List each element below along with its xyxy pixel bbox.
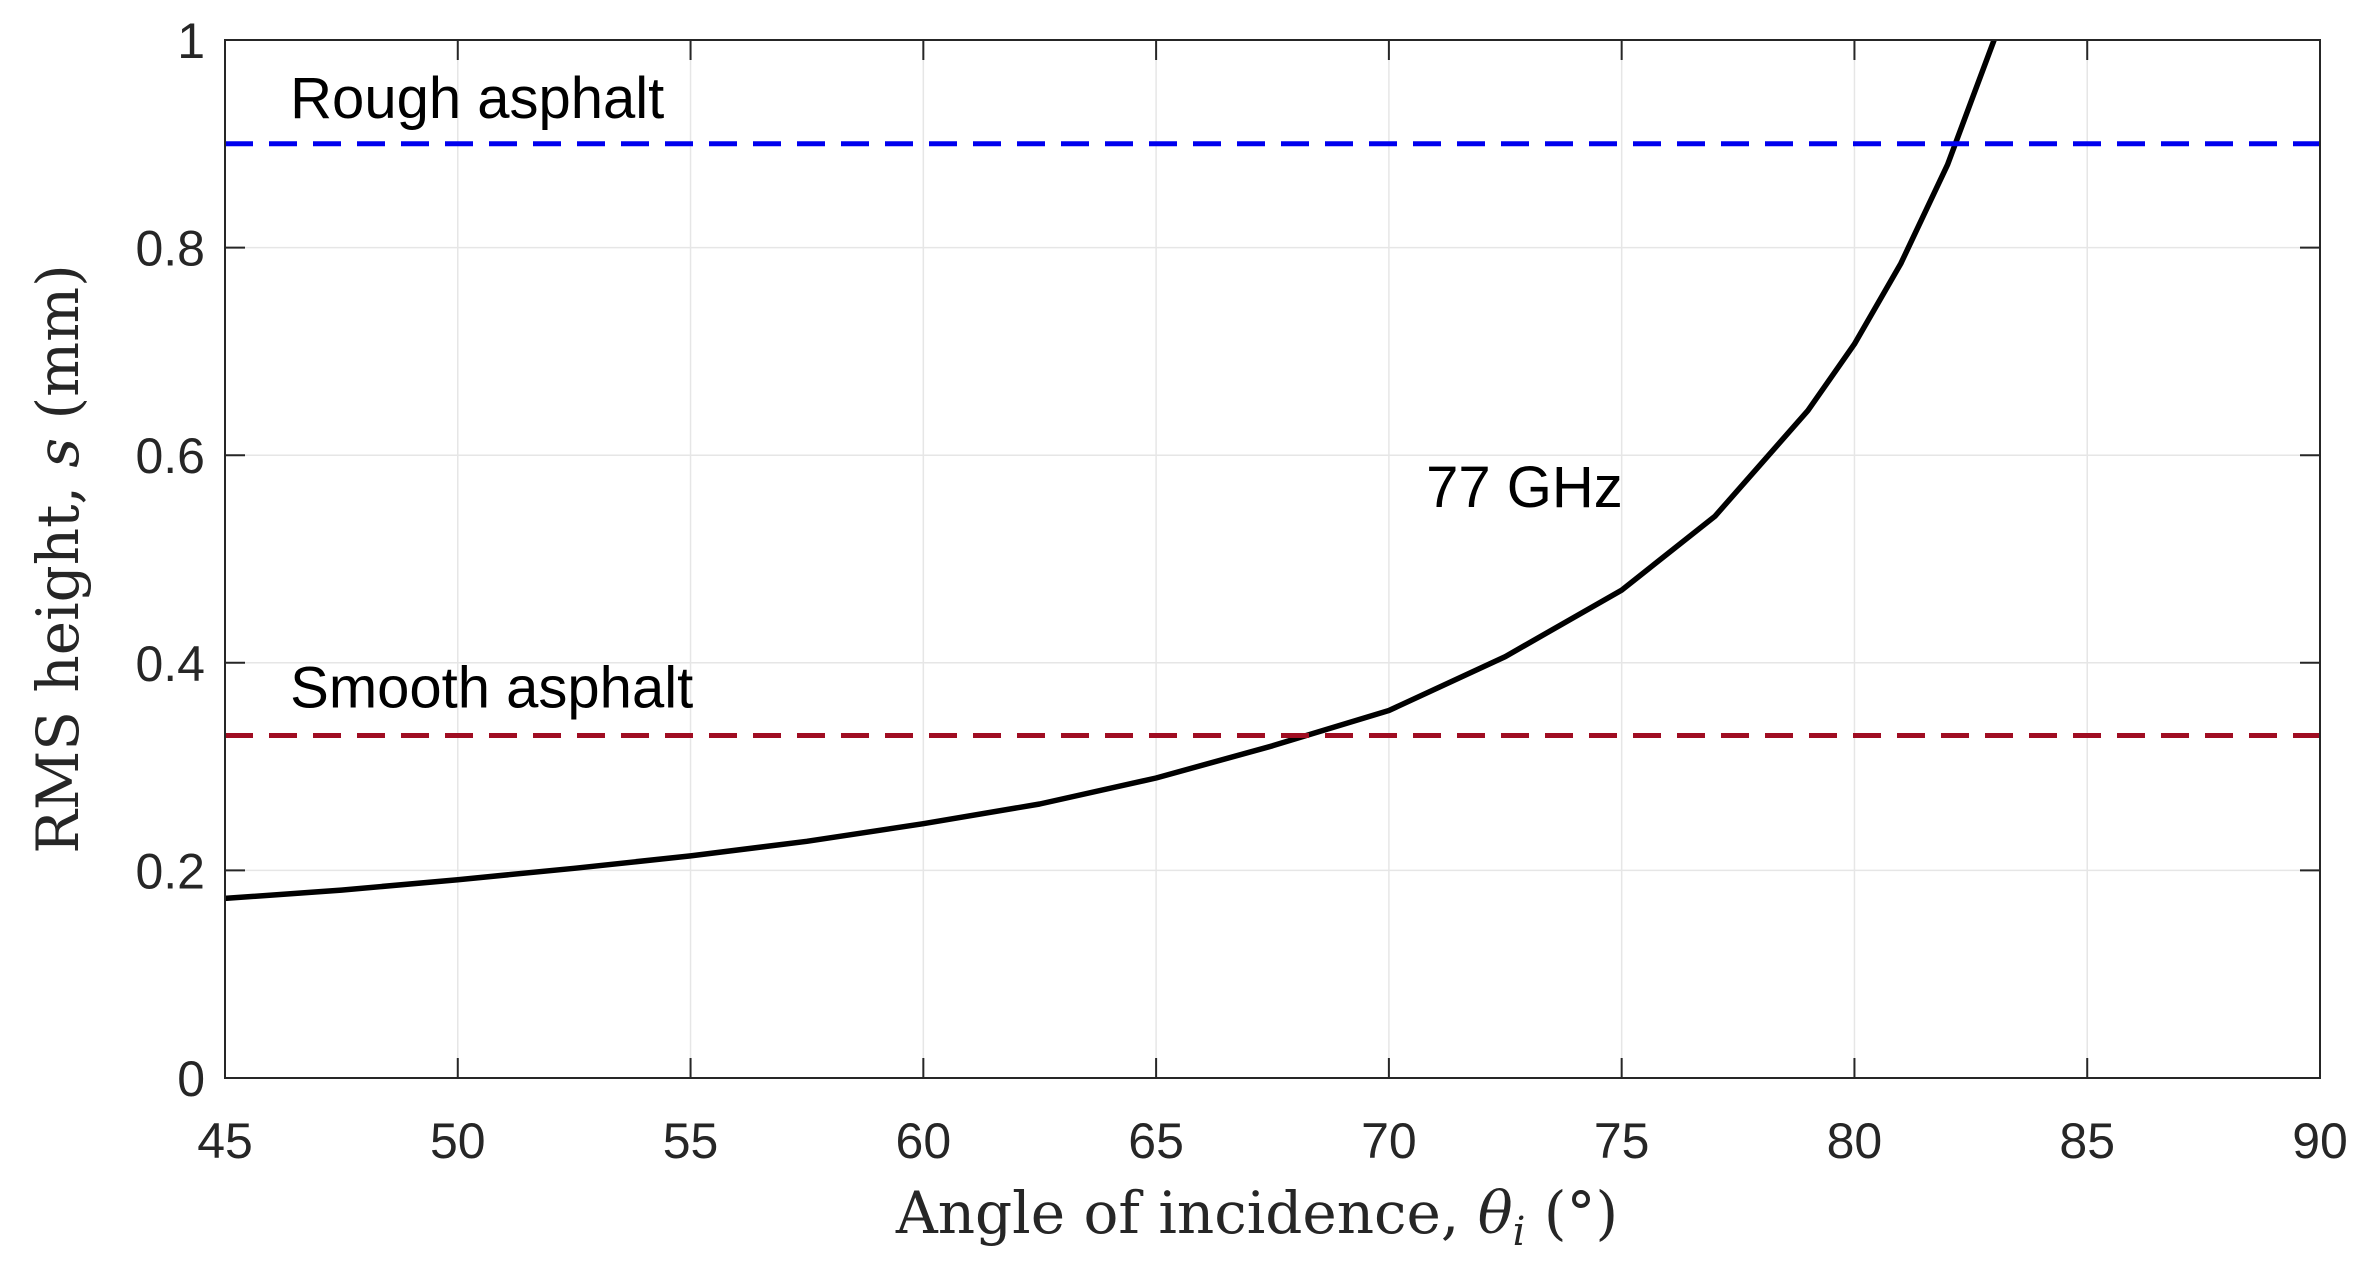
annotation-77-ghz: 77 GHz (1426, 455, 1623, 520)
x-tick-label: 90 (2292, 1113, 2348, 1169)
x-tick-label: 45 (197, 1113, 253, 1169)
grid-lines (224, 39, 2321, 1079)
x-tick-label: 55 (663, 1113, 719, 1169)
series-layer (224, 39, 2320, 902)
y-tick-label: 1 (177, 13, 205, 69)
annotation-rough-asphalt: Rough asphalt (290, 66, 664, 131)
series-line-77-ghz (224, 39, 1997, 902)
x-tick-label: 75 (1594, 1113, 1650, 1169)
x-tick-label: 60 (896, 1113, 952, 1169)
x-axis-label-text: Angle of incidence, (895, 1179, 1478, 1247)
y-tick-label: 0 (177, 1051, 205, 1107)
x-axis-label-subscript: i (1513, 1209, 1526, 1255)
x-tick-label: 85 (2059, 1113, 2115, 1169)
y-tick-label: 0.2 (135, 843, 205, 899)
x-axis-label: Angle of incidence, θi (°) (895, 1179, 1618, 1255)
annotation-smooth-asphalt: Smooth asphalt (290, 655, 693, 720)
annotations: Rough asphalt 77 GHz Smooth asphalt (290, 66, 1623, 721)
x-tick-label: 50 (430, 1113, 486, 1169)
axes-box (224, 39, 2321, 1079)
tick-marks: 45 50 55 60 65 70 75 80 85 90 0 0.2 0.4 0.6 0.8 1 (135, 13, 2347, 1169)
y-tick-label: 0.6 (135, 428, 205, 484)
y-tick-label: 0.8 (135, 221, 205, 277)
y-axis-label-unit: (mm) (24, 264, 92, 438)
x-axis-label-unit: (°) (1525, 1179, 1618, 1247)
y-axis-label: RMS height, s (mm) (24, 264, 92, 854)
x-tick-label: 70 (1361, 1113, 1417, 1169)
x-tick-label: 65 (1128, 1113, 1184, 1169)
y-tick-label: 0.4 (135, 636, 205, 692)
y-axis-label-text: RMS height, (24, 468, 92, 854)
x-axis-label-symbol: θ (1478, 1179, 1513, 1247)
x-tick-label: 80 (1827, 1113, 1883, 1169)
y-axis-label-symbol: s (24, 438, 92, 468)
